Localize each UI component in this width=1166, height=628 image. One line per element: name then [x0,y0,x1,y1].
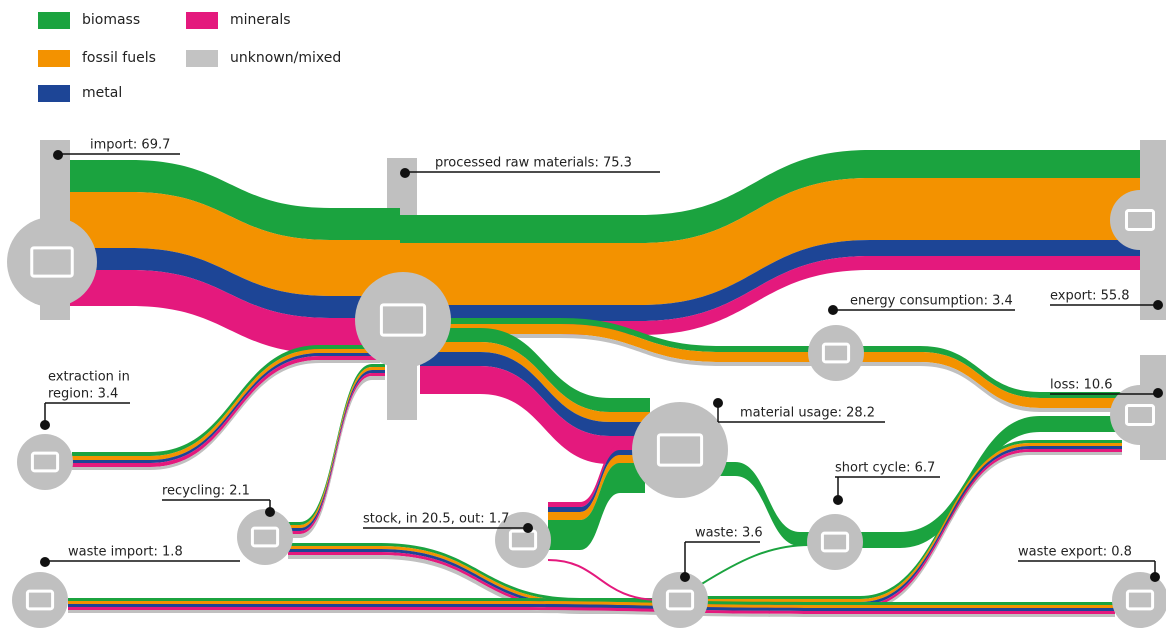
label-dot [713,398,723,408]
node-label: loss: 10.6 [1050,378,1113,393]
label-dot [265,507,275,517]
nodes [7,190,1166,628]
flow [68,601,1115,608]
node-label: extraction in [48,370,130,385]
node-label: import: 69.7 [90,138,170,153]
label-dot [400,168,410,178]
legend-swatch [186,50,218,67]
flow [440,324,812,362]
label-dot [680,572,690,582]
legend-swatch [38,12,70,29]
node-icon [250,526,280,548]
node-circle [808,325,864,381]
label-dot [40,557,50,567]
node-circle [495,512,551,568]
legend-swatch [38,85,70,102]
node-icon [30,246,74,278]
label-dot [828,305,838,315]
node-icon [30,451,60,473]
node-label: export: 55.8 [1050,289,1130,304]
node-icon [821,342,851,364]
node-circle [652,572,708,628]
flow [440,318,812,352]
flow-line [699,544,811,586]
flow [70,270,400,354]
node-circle [632,402,728,498]
flow [548,463,645,550]
node-icon [508,529,538,551]
node-circle [1110,385,1166,445]
flow [858,416,1125,548]
flow [420,366,650,464]
legend-swatch [186,12,218,29]
legend-swatch [38,50,70,67]
node-label: material usage: 28.2 [740,406,875,421]
flow [70,160,400,240]
flow [68,610,1115,617]
label-dot [1153,300,1163,310]
flow [68,598,1115,605]
node-icon [665,589,695,611]
node-label: waste export: 0.8 [1018,545,1132,560]
legend-label: biomass [82,12,140,28]
node-icon [1125,209,1155,231]
node-label: energy consumption: 3.4 [850,294,1013,309]
legend-label: metal [82,85,122,101]
legend: biomass fossil fuels metal minerals unknown/… [38,12,341,102]
flow [70,248,400,318]
flows [68,150,1140,617]
flow [68,604,1115,611]
flow [860,346,1125,398]
node-label: stock, in 20.5, out: 1.7 [363,512,509,527]
node-circle [807,514,863,570]
node-icon [656,433,704,467]
label-dot [833,495,843,505]
flow [400,150,1140,243]
node-label: region: 3.4 [48,387,118,402]
node-label: processed raw materials: 75.3 [435,156,632,171]
legend-label: fossil fuels [82,50,156,66]
legend-label: unknown/mixed [230,50,341,66]
node-label: waste: 3.6 [695,526,763,541]
node-icon [1125,589,1155,611]
flow [720,462,812,546]
labels: import: 69.7 processed raw materials: 75.… [40,138,1163,582]
label-dot [40,420,50,430]
node-icon [1125,404,1155,426]
node-circle [17,434,73,490]
node-circle [12,572,68,628]
flow [400,178,1140,305]
node-circle [1112,572,1166,628]
label-dot [1150,572,1160,582]
node-label: recycling: 2.1 [162,484,250,499]
flow-line [547,559,661,601]
label-dot [53,150,63,160]
node-circle [1110,190,1166,250]
node-label: waste import: 1.8 [68,545,183,560]
flow [68,607,1115,614]
node-circle [7,217,97,307]
flow [420,352,650,436]
flow [420,342,650,422]
flow [72,349,380,460]
legend-label: minerals [230,12,291,28]
node-circle [355,272,451,368]
node-icon [25,589,55,611]
node-icon [379,303,427,337]
label-dot [523,523,533,533]
flow [860,352,1125,408]
node-icon [820,531,850,553]
label-dot [1153,388,1163,398]
node-circle [237,509,293,565]
node-label: short cycle: 6.7 [835,461,935,476]
flow [400,240,1140,321]
flow [70,192,400,296]
